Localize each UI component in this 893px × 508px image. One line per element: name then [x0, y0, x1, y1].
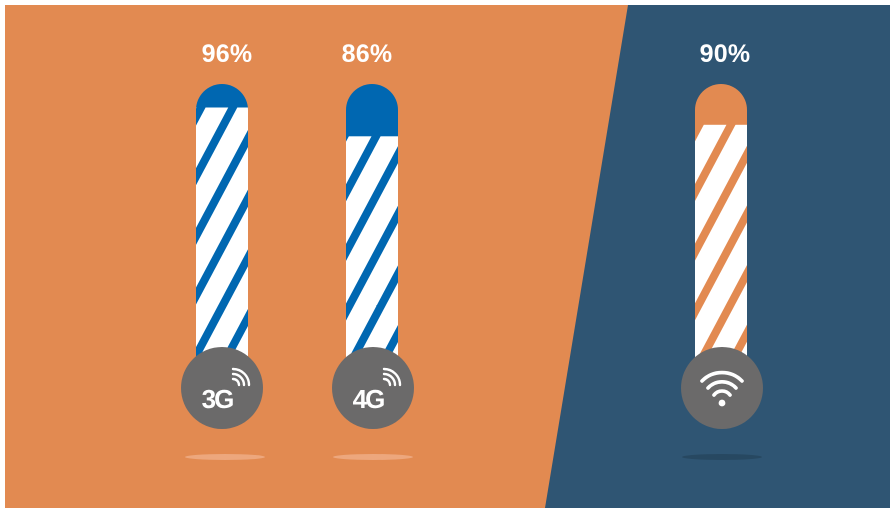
gauge-fill-bar [695, 124, 747, 384]
badge-wifi [681, 347, 763, 429]
gauge-fill-bar [196, 107, 248, 384]
signal-waves-icon [231, 367, 251, 387]
badge-3g: 3G [181, 347, 263, 429]
gauge-4g [346, 84, 398, 384]
gauge-3g [196, 84, 248, 384]
signal-waves-icon [382, 367, 402, 387]
value-label-wifi: 90% [699, 40, 751, 68]
badge-4g: 4G [332, 347, 414, 429]
gauge-wifi [695, 84, 747, 384]
gauge-shadow [333, 454, 413, 460]
wifi-icon [700, 370, 744, 397]
gauge-shadow [682, 454, 762, 460]
wifi-dot [718, 399, 726, 407]
value-label-4g: 86% [341, 40, 393, 68]
gauge-shadow [185, 454, 265, 460]
3g-signal-icon: 3G [202, 384, 233, 414]
4g-signal-icon: 4G [353, 384, 384, 414]
gauge-fill-bar [346, 136, 398, 384]
value-label-3g: 96% [201, 40, 253, 68]
